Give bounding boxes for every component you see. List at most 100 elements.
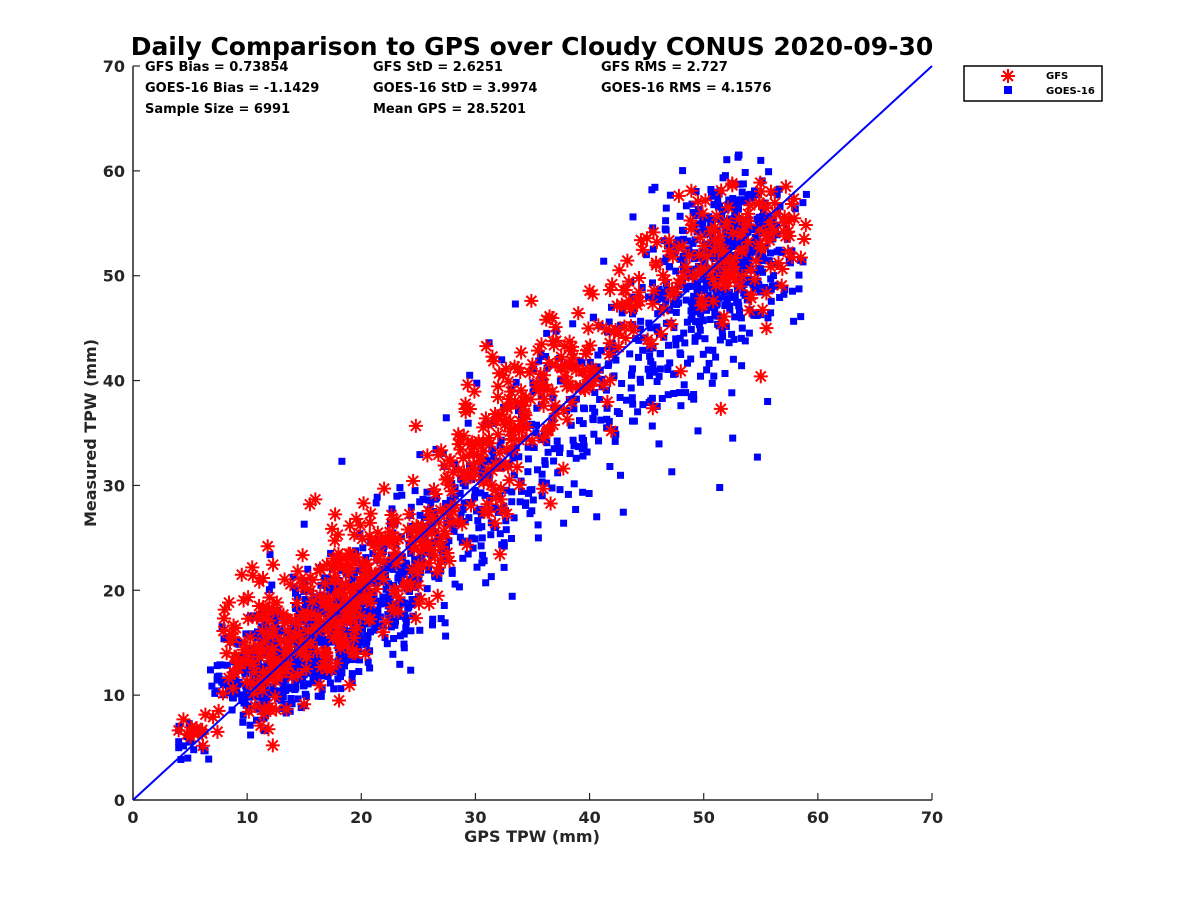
ticks-layer: 0 10 20 30 40 50 60 70 0 10 20 30 40 50 60 70	[103, 57, 943, 827]
goes16-point	[697, 372, 704, 380]
gfs-point	[466, 457, 481, 472]
gfs-point	[245, 560, 260, 575]
goes16-point	[473, 507, 480, 515]
gfs-point	[472, 453, 487, 468]
gfs-point	[245, 568, 260, 583]
gfs-point	[430, 564, 445, 579]
goes16-point	[705, 303, 713, 311]
goes16-point	[282, 686, 290, 694]
goes16-point	[619, 508, 627, 516]
gfs-point	[262, 650, 277, 665]
gfs-point	[319, 662, 334, 676]
goes16-point	[638, 284, 646, 291]
gfs-point	[753, 184, 768, 199]
gfs-point	[342, 565, 357, 580]
goes16-point	[286, 707, 294, 715]
goes16-point	[738, 324, 746, 332]
gfs-point	[304, 606, 319, 621]
gfs-point	[242, 654, 257, 669]
gfs-point	[210, 724, 225, 739]
gfs-point	[777, 209, 792, 224]
goes16-point	[731, 313, 739, 321]
gfs-point	[342, 678, 357, 693]
gfs-point	[303, 570, 318, 585]
goes16-point	[581, 405, 588, 413]
gfs-point	[763, 184, 778, 199]
gfs-point	[377, 481, 392, 496]
gfs-point	[501, 374, 516, 389]
goes16-point	[396, 484, 404, 492]
goes16-point	[502, 526, 510, 534]
goes16-point	[789, 287, 796, 295]
goes16-point	[370, 597, 378, 605]
x-tick-label: 60	[807, 808, 829, 827]
gfs-point	[632, 271, 647, 286]
goes16-point	[677, 402, 685, 410]
goes16-point	[728, 219, 736, 227]
gfs-point	[299, 649, 314, 664]
goes16-point	[429, 621, 436, 629]
goes16-point	[302, 603, 310, 611]
gfs-point	[720, 214, 735, 229]
goes16-point	[725, 339, 733, 347]
gfs-point	[243, 630, 258, 645]
gfs-point	[268, 673, 283, 688]
gfs-point	[366, 538, 381, 553]
goes16-point	[213, 662, 221, 670]
goes16-point	[554, 469, 562, 477]
gfs-point	[752, 196, 767, 211]
goes16-point	[451, 580, 459, 588]
gfs-point	[421, 535, 436, 550]
goes16-point	[300, 682, 308, 689]
goes16-point	[712, 288, 720, 296]
gfs-point	[474, 438, 489, 453]
goes16-point	[723, 297, 731, 305]
gfs-point	[268, 689, 283, 704]
goes16-point	[767, 297, 775, 305]
goes16-point	[482, 579, 490, 587]
goes16-point	[326, 679, 334, 687]
gfs-point	[335, 577, 350, 592]
gfs-point	[255, 664, 270, 679]
goes16-point	[630, 417, 638, 425]
goes16-point	[411, 556, 419, 563]
goes16-point	[419, 495, 427, 503]
goes16-point	[742, 278, 750, 286]
goes16-point	[508, 592, 516, 600]
goes16-point	[229, 694, 237, 702]
gfs-point	[676, 268, 691, 283]
goes16-point	[795, 271, 803, 279]
goes16-point	[769, 235, 777, 243]
gfs-point	[576, 364, 591, 379]
goes16-point	[690, 255, 698, 263]
gfs-point	[241, 611, 256, 626]
goes16-point	[487, 531, 495, 539]
goes16-point	[655, 285, 663, 293]
goes16-point	[309, 668, 317, 676]
goes16-point	[729, 355, 737, 363]
gfs-point	[531, 383, 546, 398]
goes16-point	[705, 359, 713, 367]
chart-title: Daily Comparison to GPS over Cloudy CONU…	[131, 32, 934, 61]
gfs-point	[332, 557, 347, 572]
gfs-point	[216, 623, 231, 638]
goes16-point	[225, 683, 232, 691]
goes16-point	[627, 384, 635, 392]
goes16-point	[753, 311, 761, 319]
goes16-point	[661, 258, 669, 265]
goes16-point	[672, 308, 680, 316]
gfs-point	[671, 240, 686, 255]
gfs-point	[308, 622, 323, 637]
gfs-point	[428, 487, 443, 502]
y-tick-label: 0	[114, 791, 125, 810]
gfs-point	[486, 354, 501, 369]
gfs-point	[762, 215, 777, 230]
gfs-point	[299, 609, 314, 624]
goes16-point	[662, 217, 670, 225]
gfs-point	[261, 722, 276, 737]
goes16-point	[435, 574, 443, 582]
goes16-point	[450, 527, 458, 535]
goes16-point	[735, 205, 742, 213]
gfs-point	[340, 593, 355, 608]
